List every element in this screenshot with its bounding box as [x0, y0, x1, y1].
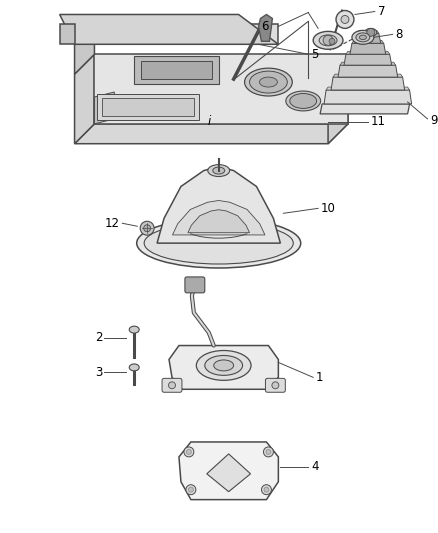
Polygon shape	[357, 30, 379, 34]
Text: i: i	[207, 115, 210, 128]
Ellipse shape	[352, 30, 374, 44]
Polygon shape	[340, 62, 396, 65]
Ellipse shape	[259, 77, 277, 87]
Polygon shape	[344, 54, 392, 65]
Polygon shape	[60, 14, 279, 44]
Text: 8: 8	[396, 28, 403, 41]
Circle shape	[367, 28, 375, 36]
Ellipse shape	[290, 93, 317, 108]
Text: 4: 4	[311, 461, 319, 473]
Polygon shape	[328, 54, 348, 144]
Ellipse shape	[214, 360, 233, 371]
Text: 2: 2	[95, 331, 102, 344]
Polygon shape	[207, 454, 251, 491]
Circle shape	[272, 382, 279, 389]
Polygon shape	[74, 124, 348, 144]
Ellipse shape	[360, 35, 366, 39]
Text: 11: 11	[371, 115, 386, 128]
Polygon shape	[169, 345, 279, 389]
Polygon shape	[179, 442, 279, 499]
Polygon shape	[173, 200, 265, 235]
Ellipse shape	[365, 28, 377, 36]
Ellipse shape	[356, 33, 370, 42]
Text: 1: 1	[316, 371, 324, 384]
Text: 5: 5	[311, 48, 318, 61]
FancyBboxPatch shape	[265, 378, 285, 392]
Polygon shape	[352, 41, 384, 43]
Ellipse shape	[244, 68, 292, 96]
Polygon shape	[157, 167, 280, 243]
Ellipse shape	[205, 356, 243, 375]
Circle shape	[336, 11, 354, 28]
Text: 6: 6	[261, 20, 268, 33]
Circle shape	[264, 487, 269, 492]
Polygon shape	[95, 92, 114, 124]
Circle shape	[186, 484, 196, 495]
FancyBboxPatch shape	[185, 277, 205, 293]
Polygon shape	[188, 209, 250, 233]
Ellipse shape	[196, 351, 251, 381]
Circle shape	[169, 382, 176, 389]
Ellipse shape	[319, 35, 337, 46]
Circle shape	[144, 225, 151, 232]
Text: 7: 7	[378, 5, 385, 18]
Circle shape	[263, 447, 273, 457]
Polygon shape	[74, 54, 95, 144]
Circle shape	[261, 484, 272, 495]
Polygon shape	[97, 94, 199, 120]
Polygon shape	[102, 98, 194, 116]
Polygon shape	[338, 65, 398, 77]
Circle shape	[188, 487, 193, 492]
Text: 10: 10	[321, 202, 336, 215]
Polygon shape	[324, 90, 412, 104]
Polygon shape	[258, 14, 272, 42]
Circle shape	[266, 449, 271, 455]
Circle shape	[329, 38, 335, 44]
Polygon shape	[95, 54, 348, 124]
Circle shape	[187, 449, 191, 455]
Polygon shape	[355, 34, 381, 43]
Text: 9: 9	[431, 115, 438, 127]
Ellipse shape	[129, 364, 139, 371]
Polygon shape	[331, 77, 405, 90]
Ellipse shape	[144, 222, 293, 264]
Polygon shape	[350, 43, 386, 54]
Circle shape	[323, 35, 333, 45]
Ellipse shape	[129, 326, 139, 333]
Text: 12: 12	[104, 217, 119, 230]
FancyBboxPatch shape	[162, 378, 182, 392]
Polygon shape	[141, 61, 212, 79]
Circle shape	[184, 447, 194, 457]
Circle shape	[140, 221, 154, 235]
Polygon shape	[326, 87, 410, 90]
Polygon shape	[320, 104, 410, 114]
Polygon shape	[134, 56, 219, 84]
Polygon shape	[346, 51, 390, 54]
Polygon shape	[60, 25, 74, 44]
Ellipse shape	[137, 219, 301, 268]
Ellipse shape	[208, 165, 230, 176]
Text: 3: 3	[95, 366, 102, 379]
Polygon shape	[74, 25, 95, 74]
Circle shape	[341, 15, 349, 23]
Polygon shape	[333, 74, 403, 77]
Ellipse shape	[313, 31, 343, 49]
Ellipse shape	[250, 71, 287, 93]
Ellipse shape	[213, 167, 225, 174]
Polygon shape	[74, 25, 279, 44]
Ellipse shape	[286, 91, 321, 111]
